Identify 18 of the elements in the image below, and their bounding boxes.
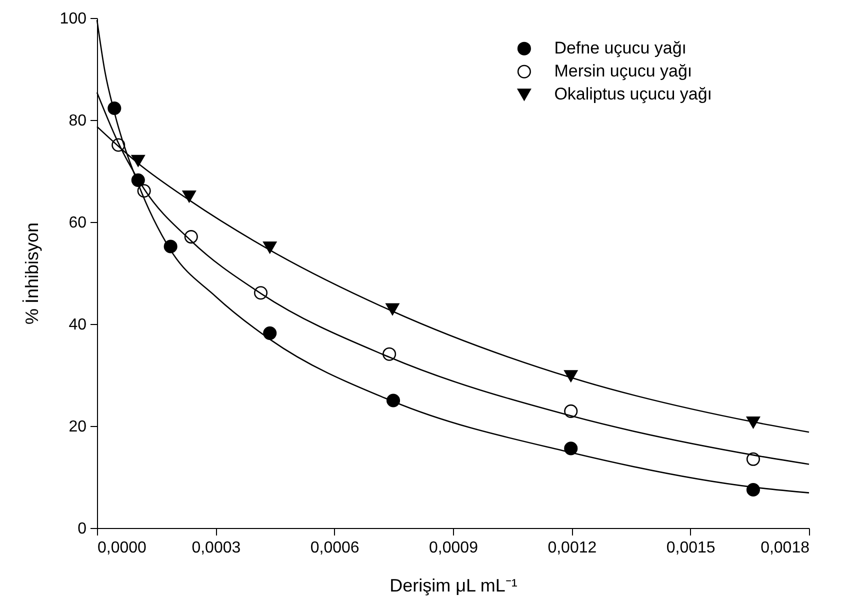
y-tick-label: 80: [68, 112, 87, 130]
x-tick-label: 0,0006: [310, 540, 360, 556]
legend-label: Mersin uçucu yağı: [554, 62, 692, 81]
y-tick-label: 60: [68, 214, 87, 232]
x-tick-label: 0,0012: [548, 540, 597, 556]
x-tick-label: 0,0009: [429, 540, 478, 556]
y-tick-label: 0: [78, 520, 87, 538]
y-tick-label: 20: [68, 418, 87, 436]
x-axis-title: Derişim μL mL⁻¹: [390, 576, 518, 596]
y-tick-label: 40: [68, 316, 87, 334]
x-tick-label: 0,0015: [666, 540, 716, 556]
legend-label: Okaliptus uçucu yağı: [554, 84, 712, 104]
x-tick-label: 0,0000: [98, 540, 147, 556]
y-tick-label: 100: [60, 10, 87, 28]
y-axis-title: % İnhibisyon: [22, 222, 42, 325]
legend-label: Defne uçucu yağı: [554, 38, 687, 58]
x-tick-label: 0,0018: [760, 540, 810, 556]
x-tick-label: 0,0003: [192, 540, 241, 556]
